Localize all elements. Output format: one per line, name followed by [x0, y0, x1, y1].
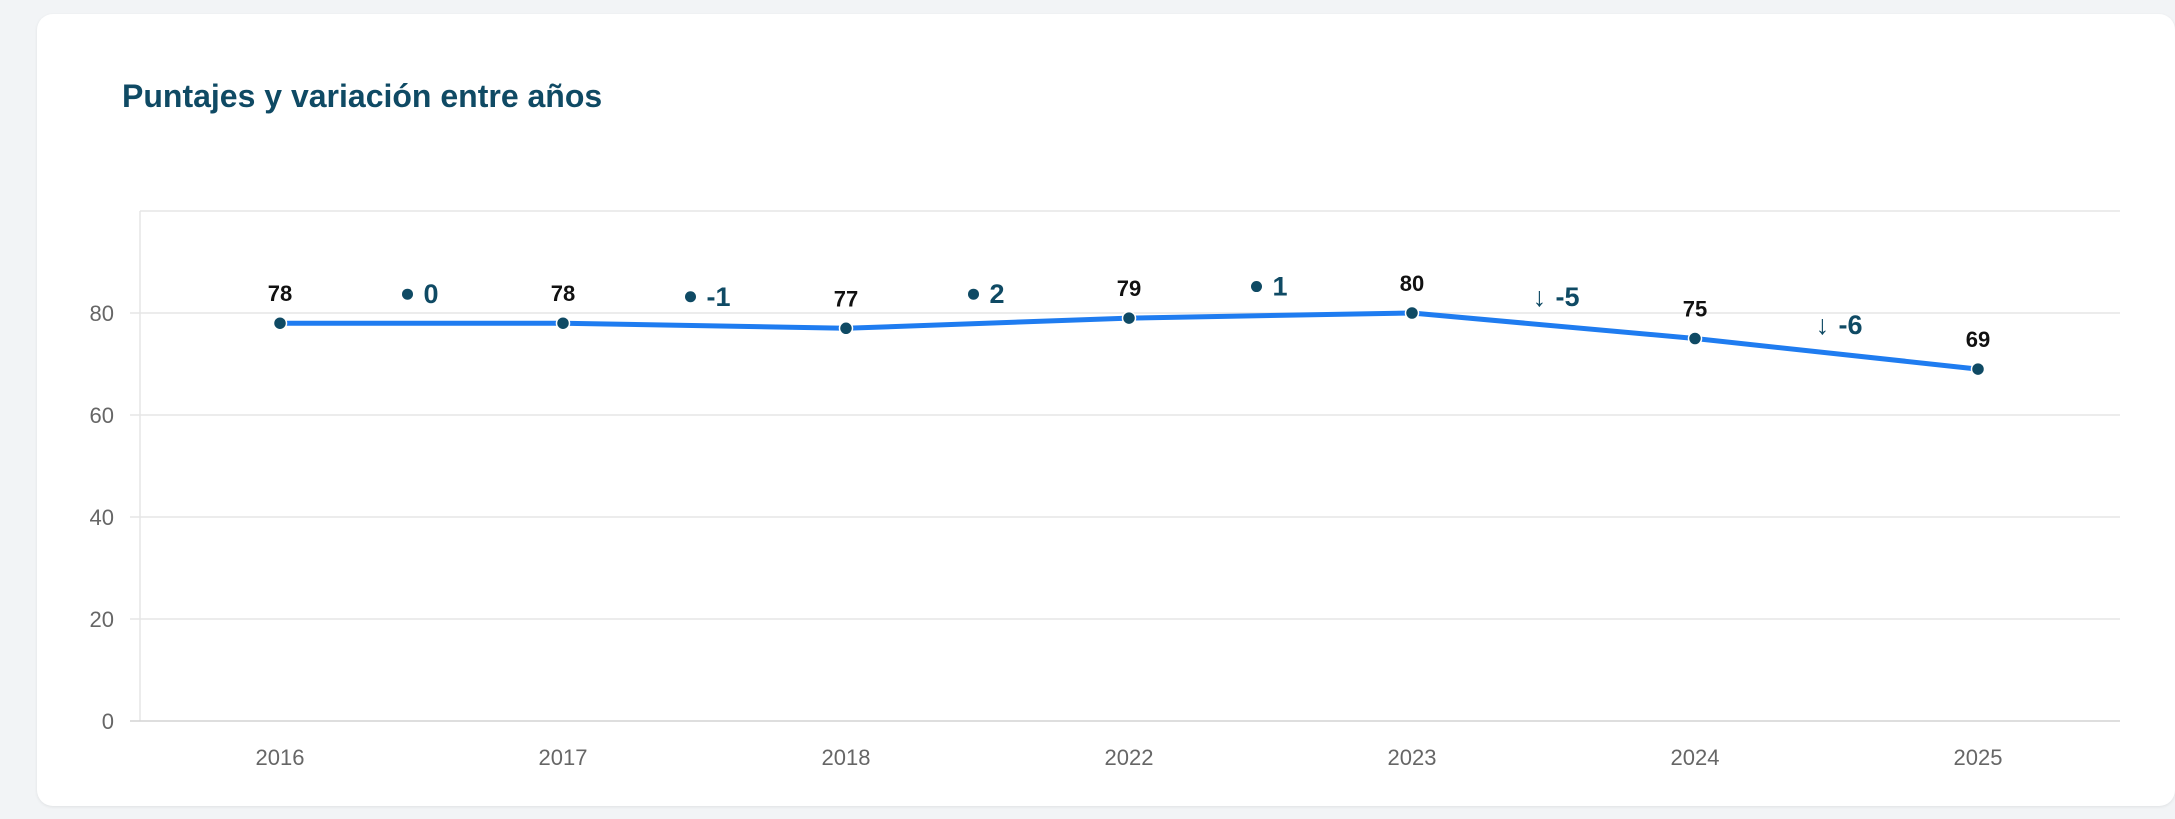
y-tick-label: 60	[90, 403, 114, 428]
data-point[interactable]	[1121, 310, 1137, 326]
data-point[interactable]	[272, 315, 288, 331]
variation-label: 1	[1273, 272, 1288, 302]
variation-label: -5	[1556, 282, 1580, 312]
data-label: 69	[1966, 327, 1990, 352]
data-label: 80	[1400, 271, 1424, 296]
dot-icon	[402, 288, 413, 300]
x-tick-label: 2016	[256, 745, 305, 770]
x-tick-label: 2017	[539, 745, 588, 770]
chart-card: Puntajes y variación entre años	[37, 14, 2175, 806]
y-tick-label: 0	[102, 709, 114, 734]
x-tick-label: 2024	[1671, 745, 1720, 770]
variation-label: -6	[1839, 310, 1863, 340]
arrow-down-icon: ↓	[1533, 282, 1547, 312]
data-point[interactable]	[555, 315, 571, 331]
data-point[interactable]	[1970, 361, 1986, 377]
data-label: 75	[1683, 297, 1707, 322]
dot-icon	[685, 291, 696, 303]
data-label: 77	[834, 286, 858, 311]
data-label: 79	[1117, 276, 1141, 301]
x-tick-label: 2025	[1954, 745, 2003, 770]
x-tick-label: 2018	[822, 745, 871, 770]
y-tick-label: 20	[90, 607, 114, 632]
dot-icon	[1251, 281, 1262, 293]
data-point[interactable]	[838, 321, 854, 336]
data-label: 78	[268, 281, 292, 306]
data-point[interactable]	[1404, 305, 1420, 321]
data-point[interactable]	[1687, 331, 1703, 346]
x-tick-label: 2022	[1105, 745, 1154, 770]
y-tick-label: 40	[90, 505, 114, 530]
arrow-down-icon: ↓	[1816, 310, 1830, 340]
chart-title: Puntajes y variación entre años	[122, 78, 603, 114]
variation-label: -1	[707, 282, 731, 312]
dot-icon	[968, 288, 979, 300]
x-tick-label: 2023	[1388, 745, 1437, 770]
y-tick-label: 80	[90, 301, 114, 326]
variation-label: 2	[990, 279, 1005, 309]
variation-label: 0	[424, 279, 439, 309]
data-label: 78	[551, 281, 575, 306]
